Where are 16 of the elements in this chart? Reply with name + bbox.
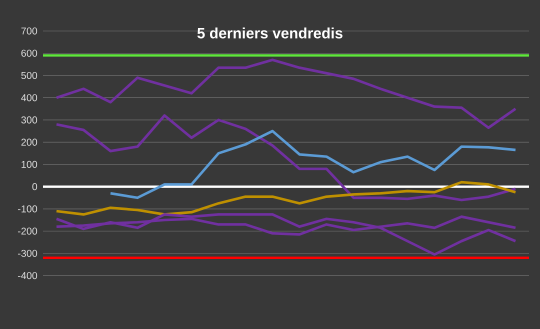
y-tick-label: -200 — [18, 228, 38, 235]
line-series — [109, 130, 517, 200]
chart-title: 5 derniers vendredis — [197, 28, 342, 38]
y-tick-label: 500 — [21, 72, 38, 79]
y-tick-label: 300 — [21, 116, 38, 124]
y-tick-label: 700 — [21, 27, 38, 35]
line-series — [55, 180, 517, 216]
y-tick-label: 200 — [21, 138, 38, 146]
y-tick-label: 600 — [21, 50, 38, 57]
y-tick-label: -300 — [18, 250, 38, 257]
y-tick-label: -100 — [18, 205, 38, 212]
y-tick-label: 400 — [21, 94, 38, 102]
line-series — [55, 114, 517, 202]
y-tick-label: -400 — [18, 272, 38, 280]
y-tick-label: 0 — [32, 183, 38, 190]
y-tick-label: 100 — [22, 160, 38, 168]
